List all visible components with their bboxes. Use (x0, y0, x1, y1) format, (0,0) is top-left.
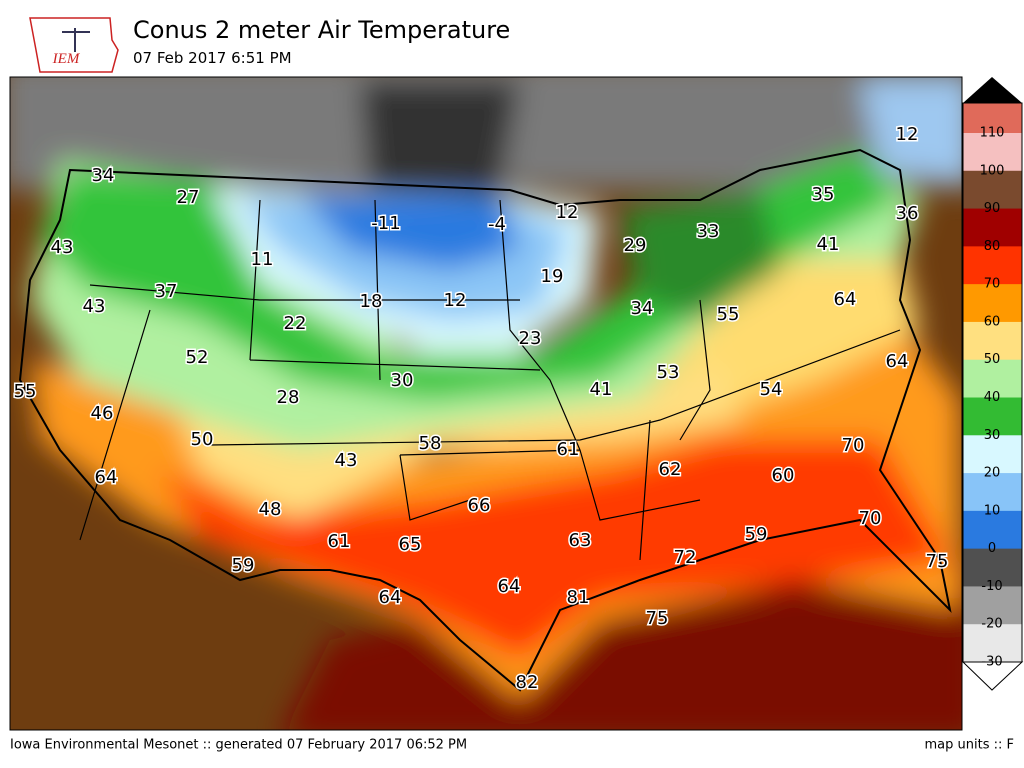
station-value: 19 (541, 266, 564, 287)
title: Conus 2 meter Air Temperature (133, 16, 510, 44)
colorbar-band (963, 510, 1022, 550)
colorbar-tick-label: 0 (988, 541, 996, 556)
colorbar-band (963, 624, 1022, 663)
colorbar-band (963, 435, 1022, 474)
colorbar-tick-label: 80 (984, 239, 1001, 254)
station-value: 70 (859, 508, 882, 529)
station-value: 28 (277, 387, 300, 408)
colorbar-tick-label: 110 (980, 126, 1005, 141)
colorbar-tick-label: 40 (984, 390, 1001, 405)
station-value: 34 (92, 165, 115, 186)
station-value: 66 (468, 495, 491, 516)
colorbar-band (963, 284, 1022, 323)
station-value: 34 (631, 298, 654, 319)
station-value: 82 (516, 672, 539, 693)
station-value: 64 (379, 587, 402, 608)
station-value: 60 (772, 465, 795, 486)
station-value: 61 (328, 531, 351, 552)
colorbar-band (963, 133, 1022, 172)
station-value: 64 (95, 467, 118, 488)
colorbar-tick-label: 100 (980, 163, 1005, 178)
station-value: 41 (590, 379, 613, 400)
station-value: 22 (284, 313, 307, 334)
station-value: 48 (259, 499, 282, 520)
station-value: 50 (191, 429, 214, 450)
station-value: 61 (557, 439, 580, 460)
colorbar-band (963, 170, 1022, 210)
colorbar-tick-label: 60 (984, 314, 1001, 329)
station-value: 52 (186, 347, 209, 368)
subtitle: 07 Feb 2017 6:51 PM (133, 49, 292, 67)
station-value: 36 (896, 203, 919, 224)
colorbar-band (963, 359, 1022, 398)
station-value: 41 (817, 234, 840, 255)
colorbar-band (963, 397, 1022, 436)
station-value: 53 (657, 362, 680, 383)
station-value: 12 (896, 124, 919, 145)
colorbar-band (963, 548, 1022, 587)
colorbar-band (963, 321, 1022, 361)
station-value: 70 (842, 435, 865, 456)
station-value: 11 (251, 249, 274, 270)
station-value: 55 (14, 381, 37, 402)
station-value: 43 (335, 450, 358, 471)
station-value: 59 (232, 555, 255, 576)
station-value: 12 (556, 202, 579, 223)
station-value: 72 (674, 547, 697, 568)
station-value: 81 (567, 587, 590, 608)
station-value: -4 (488, 214, 506, 235)
station-value: 35 (812, 184, 835, 205)
logo-text: IEM (52, 51, 81, 67)
station-value: 55 (717, 304, 740, 325)
station-value: 18 (360, 291, 383, 312)
station-value: 59 (745, 524, 768, 545)
station-value: 75 (646, 608, 669, 629)
station-value: 58 (419, 433, 442, 454)
map (10, 77, 962, 730)
station-value: 54 (760, 379, 783, 400)
logo: IEM (29, 17, 119, 73)
colorbar-tick-label: 10 (984, 503, 1001, 518)
station-value: 64 (834, 289, 857, 310)
station-value: 27 (177, 187, 200, 208)
footer-left: Iowa Environmental Mesonet :: generated … (10, 738, 467, 753)
station-value: 63 (569, 530, 592, 551)
colorbar-tick-label: 70 (984, 277, 1001, 292)
colorbar-band (963, 473, 1022, 512)
colorbar-tick-label: -10 (981, 579, 1002, 594)
colorbar-tick-label: 50 (984, 352, 1001, 367)
station-value: 62 (659, 459, 682, 480)
colorbar-tick-label: 90 (984, 201, 1001, 216)
colorbar-band (963, 208, 1022, 247)
station-value: 64 (886, 351, 909, 372)
colorbar-tick-label: 20 (984, 466, 1001, 481)
station-values: 34 27 43 11 37 -11 -4 12 29 33 35 36 12 41 43 22 18 12 19 6… (12, 123, 950, 695)
colorbar-frame (962, 102, 1023, 663)
station-value: -11 (371, 213, 400, 234)
station-value: 43 (51, 237, 74, 258)
station-value: 12 (444, 290, 467, 311)
colorbar-tick-label: -20 (981, 617, 1002, 632)
colorbar-tick-label: -30 (981, 655, 1002, 670)
station-value: 75 (926, 551, 949, 572)
station-value: 46 (91, 403, 114, 424)
station-value: 23 (519, 328, 542, 349)
station-value: 65 (399, 534, 422, 555)
station-value: 29 (624, 235, 647, 256)
colorbar-band (963, 246, 1022, 285)
station-value: 37 (155, 281, 178, 302)
station-value: 30 (391, 370, 414, 391)
colorbar-band (963, 103, 1022, 134)
station-value: 33 (697, 221, 720, 242)
colorbar-tick-label: 30 (984, 428, 1001, 443)
station-value: 43 (83, 296, 106, 317)
colorbar-band (963, 586, 1022, 625)
footer-right: map units :: F (925, 738, 1014, 753)
station-value: 64 (498, 576, 521, 597)
